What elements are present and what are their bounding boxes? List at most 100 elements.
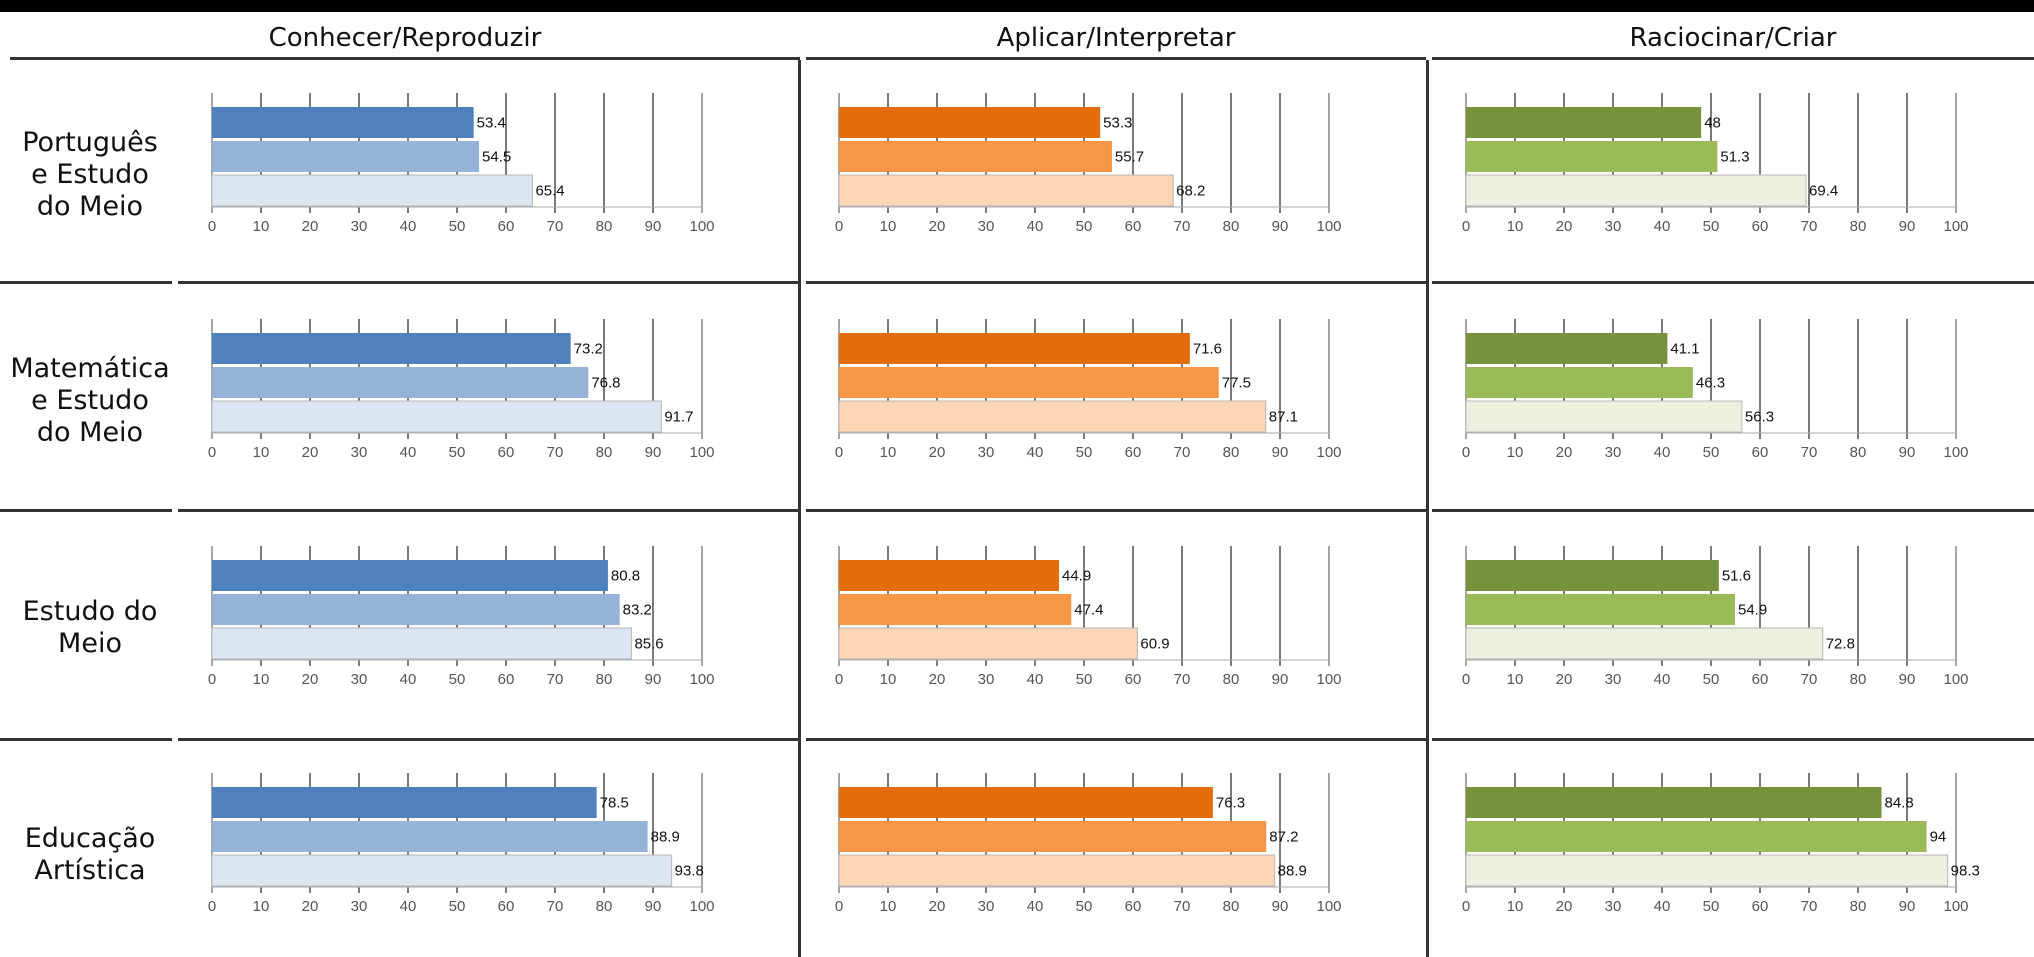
x-tick-label: 90 <box>1899 671 1916 688</box>
bar <box>839 367 1219 398</box>
x-tick-label: 90 <box>1899 898 1916 915</box>
x-tick-label: 80 <box>1223 898 1240 915</box>
x-tick-label: 30 <box>351 898 368 915</box>
row-label: Estudo do Meio <box>0 596 180 660</box>
x-tick-label: 90 <box>1899 444 1916 461</box>
row-separator <box>1432 738 2034 741</box>
bar-value-label: 54.5 <box>482 149 511 166</box>
bar-value-label: 84.8 <box>1885 795 1914 812</box>
bar <box>212 787 597 818</box>
bar-value-label: 93.8 <box>675 863 704 880</box>
row-label-line: Estudo do <box>22 596 158 627</box>
x-tick-label: 0 <box>1462 444 1470 461</box>
x-tick-label: 100 <box>689 898 714 915</box>
x-tick-label: 0 <box>1462 218 1470 235</box>
x-tick-label: 50 <box>1703 444 1720 461</box>
x-tick-label: 10 <box>1507 444 1524 461</box>
bar-value-label: 71.6 <box>1193 341 1222 358</box>
row-separator <box>806 509 1426 512</box>
x-tick-label: 40 <box>1654 898 1671 915</box>
bar <box>212 560 608 591</box>
column-header-aplicar: Aplicar/Interpretar <box>996 23 1236 53</box>
header-underline <box>10 57 800 60</box>
row-label-line: do Meio <box>36 191 144 222</box>
x-tick-label: 70 <box>1174 218 1191 235</box>
x-tick-label: 70 <box>1174 898 1191 915</box>
header-underline <box>1432 57 2034 60</box>
bar-value-label: 88.9 <box>1278 863 1307 880</box>
x-tick-label: 100 <box>689 671 714 688</box>
x-tick-label: 70 <box>1174 444 1191 461</box>
column-separator <box>798 60 801 957</box>
bar <box>211 400 662 433</box>
x-tick-label: 60 <box>1752 444 1769 461</box>
bar-value-label: 53.3 <box>1103 115 1132 132</box>
x-tick-label: 0 <box>208 898 216 915</box>
x-tick-label: 0 <box>208 218 216 235</box>
x-tick-label: 30 <box>1605 898 1622 915</box>
x-tick-label: 40 <box>1654 444 1671 461</box>
x-tick-label: 70 <box>547 671 564 688</box>
bar-chart: 0 10 20 30 40 50 60 70 80 90 100 73.2 76.8 91.7 <box>208 319 715 461</box>
x-tick-label: 60 <box>1752 218 1769 235</box>
bar-value-label: 69.4 <box>1809 183 1838 200</box>
x-tick-label: 90 <box>645 218 662 235</box>
x-tick-label: 50 <box>1076 671 1093 688</box>
row-separator <box>0 281 172 284</box>
bar-value-label: 76.3 <box>1216 795 1245 812</box>
bar-value-label: 54.9 <box>1738 602 1767 619</box>
x-tick-label: 100 <box>1943 444 1968 461</box>
x-tick-label: 0 <box>835 444 843 461</box>
x-tick-label: 50 <box>1076 444 1093 461</box>
x-tick-label: 70 <box>1801 671 1818 688</box>
row-separator <box>806 738 1426 741</box>
x-tick-label: 80 <box>1223 218 1240 235</box>
x-tick-label: 50 <box>1703 218 1720 235</box>
x-tick-label: 40 <box>1654 218 1671 235</box>
bar-value-label: 55.7 <box>1115 149 1144 166</box>
x-tick-label: 10 <box>253 218 270 235</box>
plot-area: 0 10 20 30 40 50 60 70 80 90 100 71.677.5 87.1 <box>835 319 1342 461</box>
x-tick-label: 60 <box>1752 671 1769 688</box>
bar-value-label: 98.3 <box>1951 863 1980 880</box>
plot-area: 0 10 20 30 40 50 60 70 80 90 100 44.9 47.4 60.9 <box>835 546 1342 688</box>
bar-chart: 0 10 20 30 40 50 60 70 80 90 100 76.3 87.2 88.9 <box>835 773 1342 915</box>
row-label-line: Português <box>22 127 158 158</box>
bar <box>839 560 1060 591</box>
x-tick-label: 80 <box>596 444 613 461</box>
bar-value-label: 48 <box>1704 115 1721 132</box>
x-tick-label: 100 <box>689 444 714 461</box>
x-tick-label: 10 <box>253 898 270 915</box>
x-tick-label: 10 <box>880 444 897 461</box>
x-tick-label: 90 <box>1272 218 1289 235</box>
x-tick-label: 10 <box>1507 218 1524 235</box>
bar <box>839 594 1072 625</box>
x-tick-label: 30 <box>351 218 368 235</box>
bar <box>1466 821 1927 852</box>
row-label-line: Meio <box>58 628 122 659</box>
x-tick-label: 50 <box>449 444 466 461</box>
bar-value-label: 73.2 <box>574 341 603 358</box>
bar-chart: 0 10 20 30 40 50 60 70 80 90 100 80.8 83.2 85.6 <box>208 546 715 688</box>
x-tick-label: 70 <box>1801 898 1818 915</box>
x-tick-label: 100 <box>689 218 714 235</box>
x-tick-label: 90 <box>1899 218 1916 235</box>
row-label-line: Artística <box>34 855 146 886</box>
x-tick-label: 40 <box>1654 671 1671 688</box>
bar <box>839 333 1190 364</box>
x-tick-label: 40 <box>400 444 417 461</box>
row-separator <box>178 738 800 741</box>
x-tick-label: 20 <box>302 671 319 688</box>
x-tick-label: 40 <box>1027 444 1044 461</box>
x-tick-label: 20 <box>1556 218 1573 235</box>
plot-area: 0 10 20 30 40 50 60 70 80 90 100 80.8 83.2 85.6 <box>208 546 715 688</box>
x-tick-label: 60 <box>498 444 515 461</box>
x-tick-label: 70 <box>547 898 564 915</box>
x-tick-label: 0 <box>835 671 843 688</box>
x-tick-label: 30 <box>1605 671 1622 688</box>
x-tick-label: 70 <box>1801 444 1818 461</box>
row-separator <box>0 509 172 512</box>
row-separator <box>1432 509 2034 512</box>
